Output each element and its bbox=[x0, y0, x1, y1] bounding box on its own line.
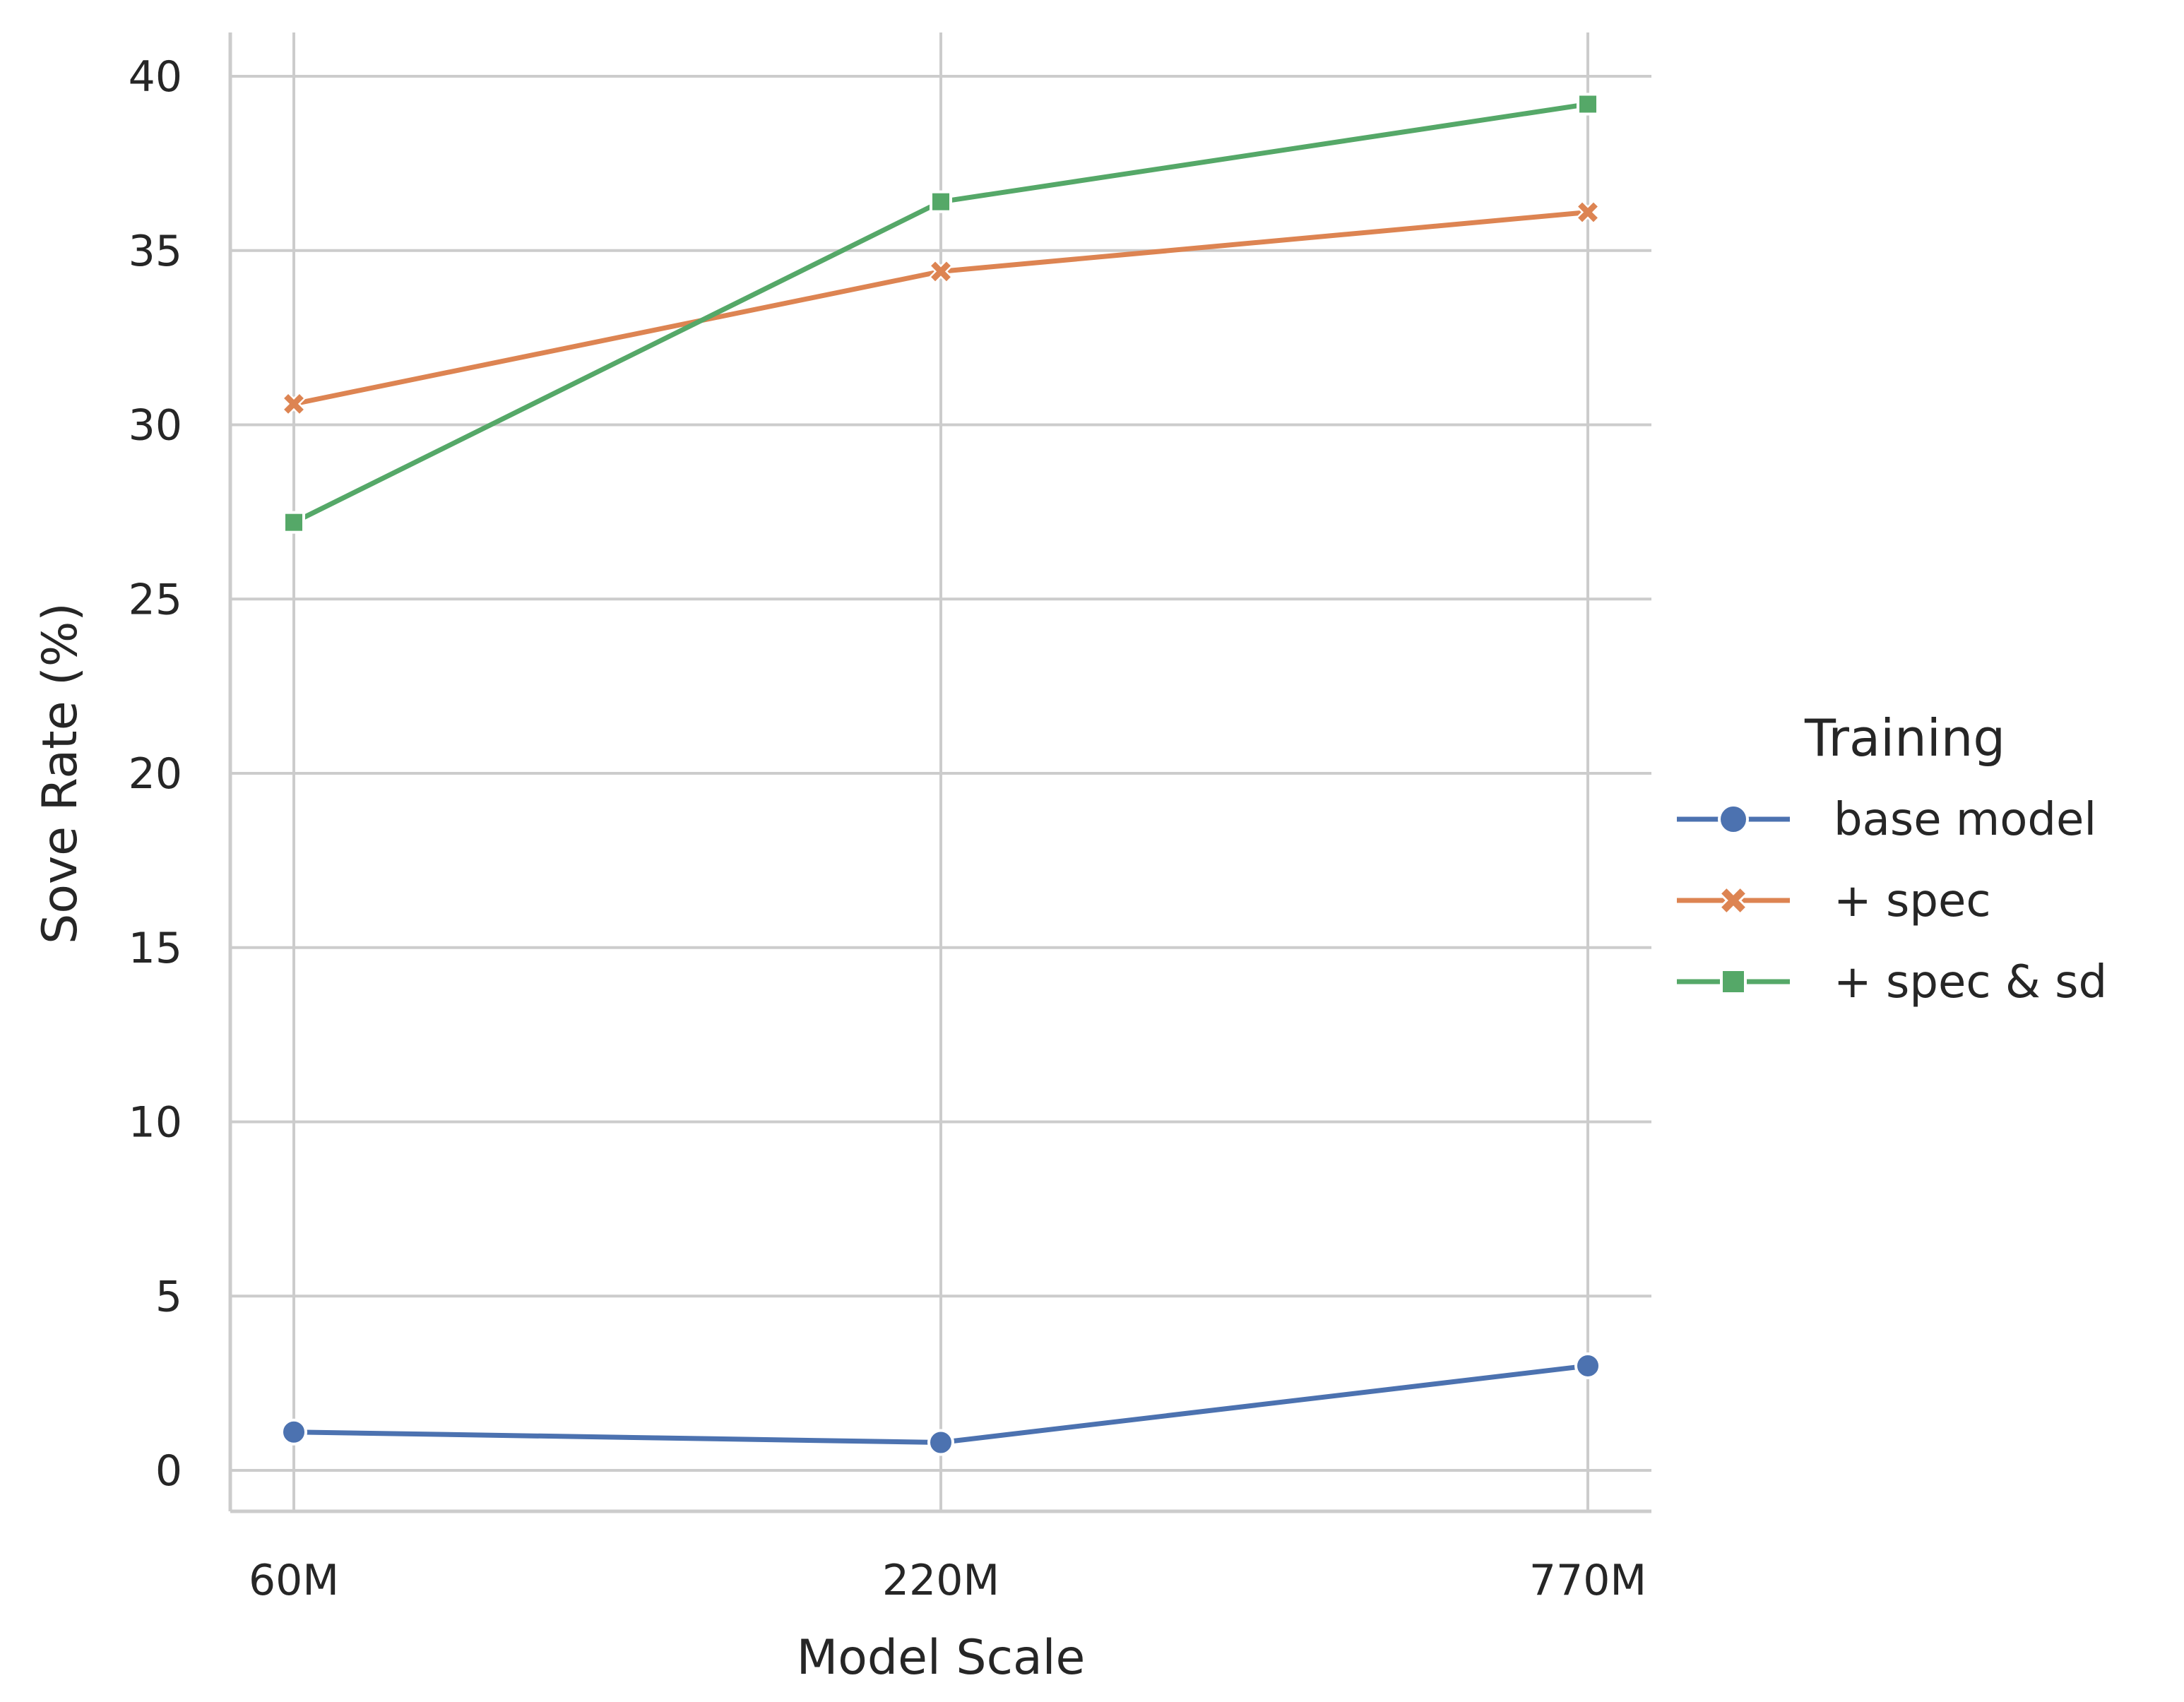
legend-entry: base model bbox=[1677, 794, 2096, 846]
legend-marker bbox=[1721, 888, 1745, 912]
series-1 bbox=[280, 1352, 1601, 1456]
data-point bbox=[927, 1429, 954, 1456]
data-point bbox=[1577, 93, 1599, 116]
legend-marker bbox=[1718, 804, 1749, 835]
data-point bbox=[930, 190, 952, 213]
x-tick-label: 60M bbox=[249, 1556, 339, 1605]
y-tick-label: 30 bbox=[129, 401, 182, 451]
series-2 bbox=[281, 199, 1601, 417]
legend-label: + spec bbox=[1834, 875, 1991, 927]
data-point bbox=[1574, 1352, 1601, 1379]
legend-entry: + spec bbox=[1677, 875, 1991, 927]
y-tick-label: 20 bbox=[129, 749, 182, 799]
legend-label: base model bbox=[1834, 794, 2096, 846]
y-tick-label: 25 bbox=[129, 575, 182, 624]
axes bbox=[228, 32, 1651, 1513]
y-tick-label: 10 bbox=[129, 1098, 182, 1148]
legend: Training base model + spec + spec & sd bbox=[1677, 708, 2107, 1008]
legend-label: + spec & sd bbox=[1834, 956, 2107, 1008]
data-point bbox=[931, 261, 951, 282]
data-point bbox=[280, 1418, 307, 1446]
legend-entry: + spec & sd bbox=[1677, 956, 2107, 1008]
x-axis-label: Model Scale bbox=[797, 1630, 1086, 1686]
x-tick-label: 220M bbox=[882, 1556, 999, 1605]
y-axis-label: Sove Rate (%) bbox=[32, 602, 88, 944]
x-tick-label: 770M bbox=[1529, 1556, 1646, 1605]
series-3 bbox=[283, 93, 1599, 534]
y-tick-label: 0 bbox=[155, 1446, 182, 1496]
series-group bbox=[280, 93, 1601, 1456]
y-tick-label: 40 bbox=[129, 52, 182, 102]
tick-labels: 0 5 10 15 20 25 30 35 40 60M 220M 770M bbox=[129, 52, 1647, 1605]
y-tick-label: 5 bbox=[155, 1272, 182, 1321]
data-point bbox=[283, 511, 305, 534]
grid bbox=[230, 32, 1651, 1511]
y-tick-label: 35 bbox=[129, 227, 182, 276]
data-point bbox=[1578, 202, 1598, 222]
y-tick-label: 15 bbox=[129, 924, 182, 973]
data-point bbox=[284, 394, 304, 414]
legend-title: Training bbox=[1804, 708, 2005, 768]
legend-marker bbox=[1720, 968, 1747, 995]
